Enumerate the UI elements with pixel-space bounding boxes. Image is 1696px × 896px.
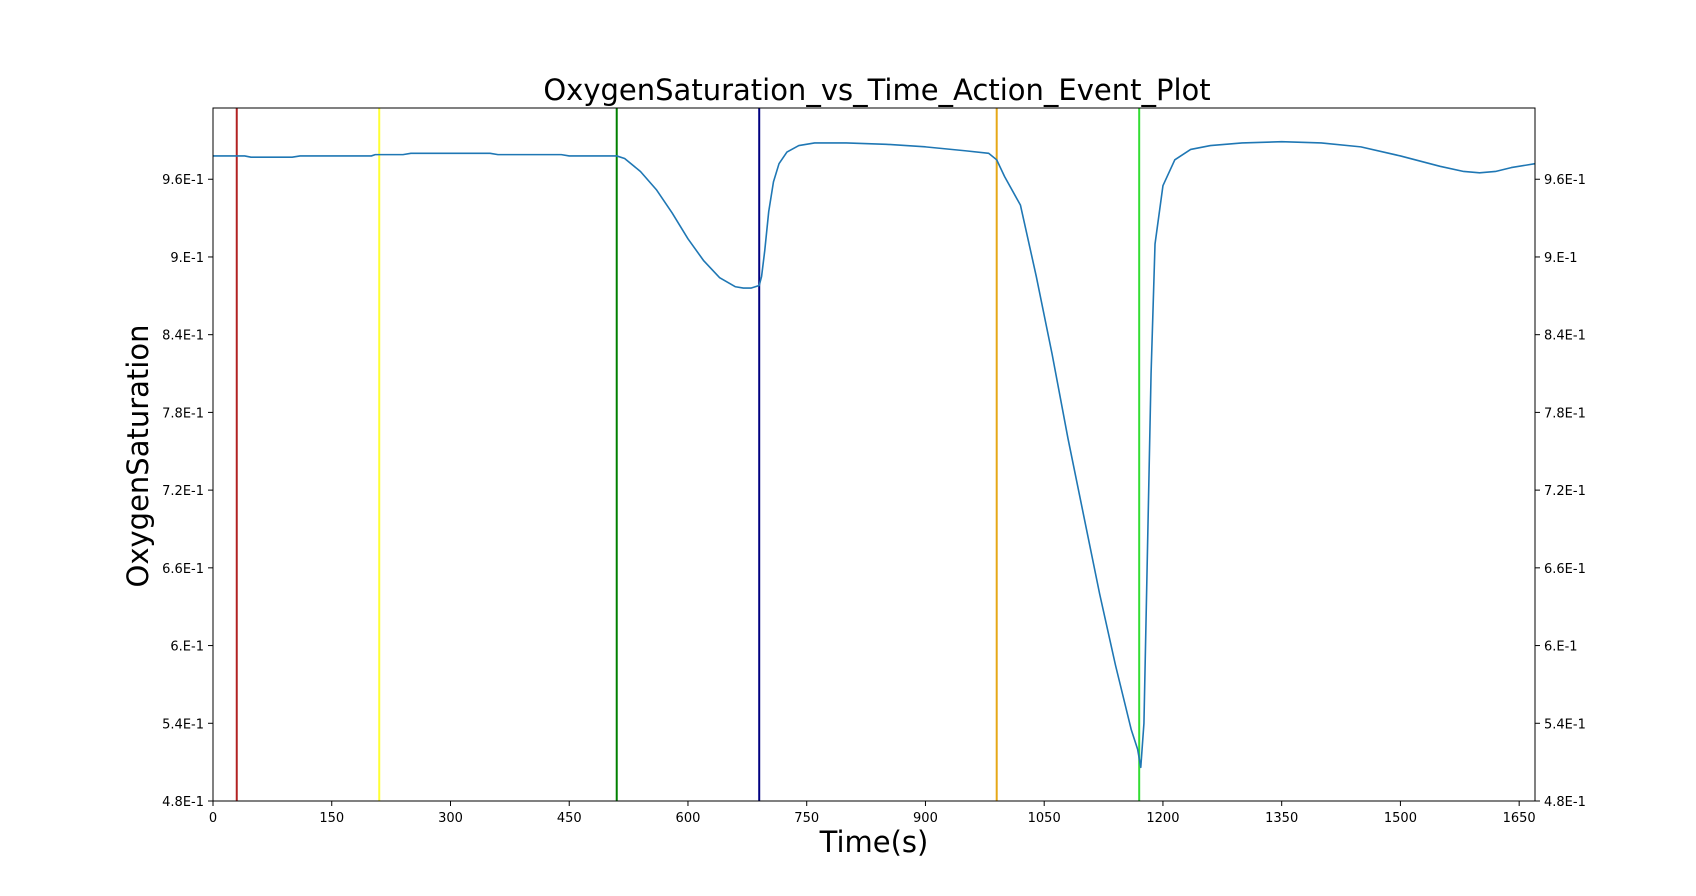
x-tick-label: 1050 (1028, 811, 1061, 826)
x-axis-ticks: 0 150 300 450 600 750 900 1050 1200 1350 1500 1650 (209, 801, 1536, 826)
chart-title: OxygenSaturation_vs_Time_Action_Event_Pl… (543, 73, 1210, 107)
y-tick-label-right: 6.E-1 (1544, 640, 1578, 655)
y-axis-label: OxygenSaturation (121, 325, 155, 588)
y-axis-ticks-left: 4.8E-1 5.4E-1 6.E-1 6.6E-1 7.2E-1 7.8E-1 8.4E-… (162, 173, 213, 810)
x-tick-label: 750 (794, 811, 819, 826)
y-tick-label-left: 5.4E-1 (162, 717, 204, 732)
y-tick-label-right: 8.4E-1 (1544, 329, 1586, 344)
y-tick-label-right: 9.6E-1 (1544, 173, 1586, 188)
y-tick-label-left: 9.E-1 (170, 251, 204, 266)
y-axis-ticks-right: 4.8E-1 5.4E-1 6.E-1 6.6E-1 7.2E-1 7.8E-1 8.4E-… (1535, 173, 1586, 810)
y-tick-label-left: 6.E-1 (170, 640, 204, 655)
x-axis-label: Time(s) (819, 825, 929, 859)
event-lines-group (235, 108, 1141, 801)
y-tick-label-left: 7.8E-1 (162, 406, 204, 421)
oxygen-saturation-series-line (213, 140, 1536, 769)
y-tick-label-left: 6.6E-1 (162, 562, 204, 577)
plot-frame (212, 107, 1536, 802)
y-tick-label-right: 7.8E-1 (1544, 406, 1586, 421)
x-tick-label: 1650 (1503, 811, 1536, 826)
x-tick-label: 1200 (1146, 811, 1179, 826)
y-tick-label-right: 7.2E-1 (1544, 484, 1586, 499)
y-tick-label-left: 8.4E-1 (162, 329, 204, 344)
x-tick-label: 600 (676, 811, 701, 826)
x-tick-label: 1350 (1265, 811, 1298, 826)
y-tick-label-right: 6.6E-1 (1544, 562, 1586, 577)
y-tick-label-right: 5.4E-1 (1544, 717, 1586, 732)
y-tick-label-left: 4.8E-1 (162, 795, 204, 810)
x-tick-label: 300 (438, 811, 463, 826)
x-tick-label: 450 (557, 811, 582, 826)
x-tick-label: 900 (913, 811, 938, 826)
x-tick-label: 0 (209, 811, 217, 826)
x-tick-label: 1500 (1384, 811, 1417, 826)
y-tick-label-right: 9.E-1 (1544, 251, 1578, 266)
y-tick-label-left: 7.2E-1 (162, 484, 204, 499)
x-tick-label: 150 (319, 811, 344, 826)
y-tick-label-left: 9.6E-1 (162, 173, 204, 188)
y-tick-label-right: 4.8E-1 (1544, 795, 1586, 810)
